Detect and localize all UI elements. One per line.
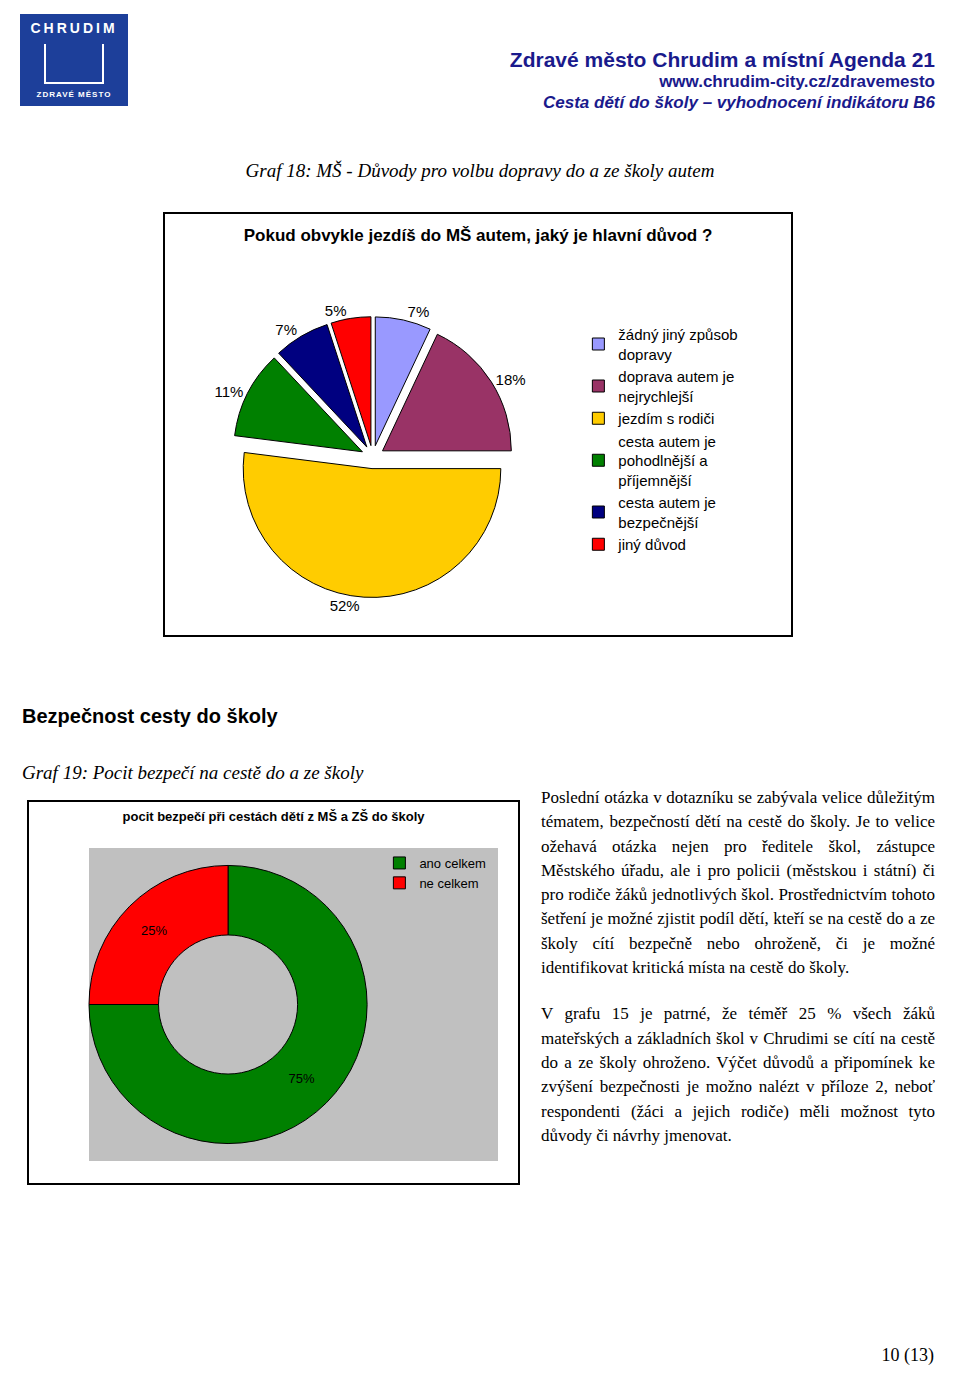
- svg-text:doprava autem jenejrychlejší: doprava autem jenejrychlejší: [618, 368, 734, 405]
- html-text:10 (13): 10 (13): [881, 1345, 934, 1365]
- html-text:Cesta dětí do školy – vyhodnoc: Cesta dětí do školy – vyhodnocení indiká…: [543, 93, 935, 112]
- html-text:Zdravé město Chrudim a místní: Zdravé město Chrudim a místní Agenda 21: [509, 48, 935, 71]
- svg-text:jezdím s rodiči: jezdím s rodiči: [617, 410, 714, 427]
- html-text:Graf 19: Pocit bezpečí na cest: Graf 19: Pocit bezpečí na cestě do a ze …: [22, 762, 364, 783]
- html-text:www.chrudim-city.cz/zdravemest: www.chrudim-city.cz/zdravemesto: [659, 72, 935, 91]
- svg-text:52%: 52%: [330, 597, 360, 614]
- html-text:Graf 18: MŠ - Důvody pro volbu: Graf 18: MŠ - Důvody pro volbu dopravy d…: [245, 160, 715, 181]
- html-text:Bezpečnost cesty do školy: Bezpečnost cesty do školy: [22, 705, 278, 727]
- svg-text:7%: 7%: [275, 321, 297, 338]
- svg-text:25%: 25%: [141, 923, 167, 938]
- svg-text:žádný jiný způsobdopravy: žádný jiný způsobdopravy: [618, 326, 737, 363]
- svg-text:11%: 11%: [214, 383, 243, 400]
- svg-text:ne celkem: ne celkem: [419, 876, 478, 891]
- svg-text:5%: 5%: [325, 302, 347, 319]
- html-text:V grafu 15 je patrné, že téměř: V grafu 15 je patrné, že téměř 25 % všec…: [541, 1004, 935, 1145]
- svg-text:Pokud obvykle jezdíš do MŠ aut: Pokud obvykle jezdíš do MŠ autem, jaký j…: [244, 226, 713, 245]
- svg-text:jiný důvod: jiný důvod: [617, 536, 686, 553]
- svg-text:cesta autem jepohodlnější apří: cesta autem jepohodlnější apříjemnější: [618, 433, 716, 489]
- html-text:ZDRAVÉ MĚSTO: ZDRAVÉ MĚSTO: [36, 90, 112, 99]
- svg-text:pocit bezpečí při cestách dětí: pocit bezpečí při cestách dětí z MŠ a ZŠ…: [123, 809, 426, 824]
- html-text:CHRUDIM: CHRUDIM: [30, 20, 118, 36]
- svg-text:75%: 75%: [289, 1071, 315, 1086]
- svg-text:7%: 7%: [408, 303, 430, 320]
- svg-text:cesta autem jebezpečnější: cesta autem jebezpečnější: [618, 494, 716, 530]
- svg-text:18%: 18%: [496, 371, 526, 388]
- svg-text:ano celkem: ano celkem: [419, 856, 485, 871]
- html-text:Poslední otázka v dotazníku se: Poslední otázka v dotazníku se zabývala …: [541, 788, 935, 978]
